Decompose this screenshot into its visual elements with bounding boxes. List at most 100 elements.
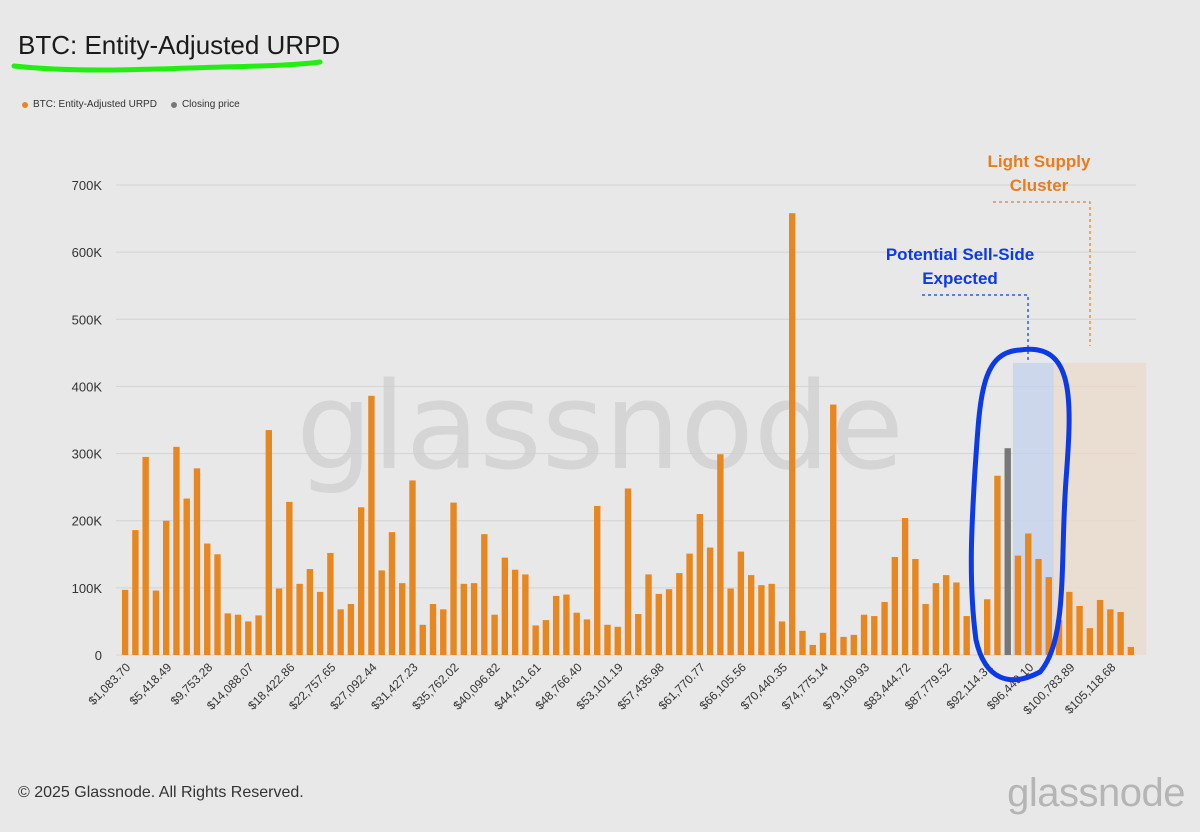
urpd-bar [470,583,478,655]
legend-item-closing-price[interactable]: Closing price [170,99,240,110]
y-tick-label: 500K [72,312,103,327]
urpd-bar [1127,646,1135,655]
y-tick-label: 200K [72,514,103,529]
urpd-bar [1035,558,1042,655]
urpd-bar [316,591,324,655]
legend-label-urpd: BTC: Entity-Adjusted URPD [33,99,157,110]
urpd-bar [963,616,970,655]
urpd-bar [881,601,888,655]
urpd-bar [152,590,160,655]
urpd-bar [912,558,919,655]
urpd-bar [347,603,355,655]
urpd-bar [142,456,149,655]
urpd-bar [419,624,426,655]
urpd-bar [984,599,991,655]
light-supply-leader-line [993,201,1091,346]
urpd-bar [245,621,252,655]
urpd-bar [1117,612,1124,655]
urpd-bar [327,552,334,655]
urpd-bar [850,634,857,655]
urpd-bar [789,213,796,655]
urpd-bar [871,616,878,655]
urpd-bar [727,588,734,655]
urpd-bar [163,520,170,655]
urpd-bar [460,583,467,655]
urpd-bar [860,614,868,655]
urpd-bar [953,582,960,655]
urpd-bar [830,404,837,655]
urpd-bar [440,609,447,655]
x-tick-label: $1,083.70 [86,660,134,708]
urpd-bar [604,624,611,655]
urpd-bar [193,468,201,655]
urpd-bar [481,534,488,655]
urpd-bar [522,574,529,655]
urpd-bar [1076,605,1083,655]
urpd-bar [491,614,498,655]
urpd-bar [942,575,950,655]
urpd-bar [275,588,283,655]
y-tick-label: 100K [72,581,103,596]
urpd-bar [234,614,242,655]
urpd-bar [573,612,580,655]
urpd-bar-chart: 0 100K 200K 300K 400K 500K 600K 700K glassnode $1… [72,152,1147,717]
title-highlight-underline [11,59,323,73]
urpd-bar [265,430,272,655]
urpd-bar [1025,533,1032,655]
urpd-bar [306,569,314,655]
urpd-bar [173,446,180,655]
urpd-bar [1107,609,1114,655]
urpd-bar [337,609,344,655]
urpd-bar [922,603,929,655]
urpd-bar [635,614,642,655]
y-tick-label: 400K [72,379,103,394]
urpd-bar [665,589,673,655]
annotation-light-supply: Light Supply [988,152,1091,171]
y-tick-label: 0 [95,648,102,663]
urpd-bar [819,632,827,655]
urpd-bar [1066,591,1073,655]
urpd-bar [891,556,899,655]
urpd-bar [204,543,211,655]
legend-marker-urpd [22,101,28,108]
legend-item-urpd[interactable]: BTC: Entity-Adjusted URPD [22,99,157,110]
legend-marker-closing-price [170,101,177,108]
urpd-bar [758,585,765,655]
urpd-bar [286,501,293,655]
urpd-bar [932,583,940,655]
urpd-bar [686,553,693,655]
x-tick-label: $5,418.49 [127,660,175,708]
urpd-bar [624,488,632,655]
urpd-bar [296,583,303,655]
legend: BTC: Entity-Adjusted URPD Closing price [22,99,240,110]
urpd-bar [388,532,396,655]
urpd-bar [1096,599,1104,655]
urpd-bar [799,630,806,655]
urpd-bar [368,395,375,655]
urpd-bar [737,551,745,655]
y-tick-label: 300K [72,447,103,462]
urpd-bar [676,573,683,655]
urpd-bar [121,589,129,655]
chart-title: BTC: Entity-Adjusted URPD [18,30,341,60]
urpd-bar [614,626,621,655]
urpd-bar [809,644,816,655]
annotation-sell-side: Potential Sell-Side [886,245,1034,264]
urpd-bar [1045,577,1052,655]
urpd-bar [778,621,786,655]
annotation-sell-side: Expected [922,269,998,288]
copyright-footer: © 2025 Glassnode. All Rights Reserved. [18,784,304,801]
urpd-bar [450,502,457,655]
urpd-bar [583,619,591,655]
annotation-light-supply: Cluster [1010,176,1069,195]
urpd-bar [1014,555,1022,655]
urpd-bar [552,595,560,655]
urpd-bar [768,583,775,655]
urpd-bar [501,557,509,655]
urpd-bar [255,615,262,655]
urpd-bar [840,636,847,655]
urpd-bar [532,625,539,655]
urpd-bar [542,620,550,655]
y-tick-label: 600K [72,245,103,260]
urpd-bar [994,475,1001,655]
